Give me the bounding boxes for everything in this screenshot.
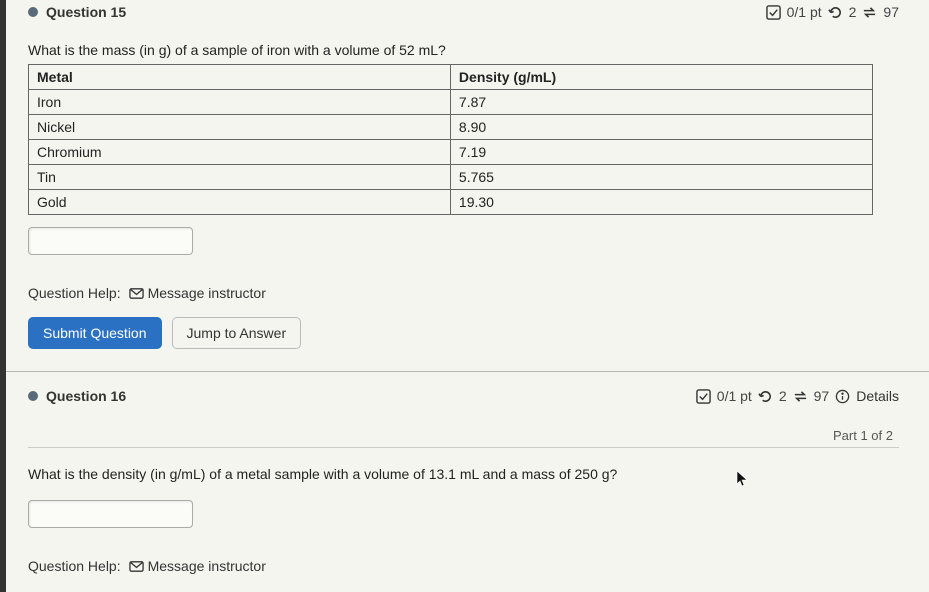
question-15-header: Question 15 0/1 pt 2 97 [28, 0, 899, 28]
table-header-metal: Metal [29, 65, 451, 90]
message-instructor-label: Message instructor [148, 558, 266, 574]
table-row: Chromium7.19 [29, 140, 873, 165]
redo-icon [793, 389, 808, 404]
points-text: 0/1 pt [787, 4, 822, 20]
check-icon [696, 389, 711, 404]
redo-icon [862, 5, 877, 20]
attempts-text: 2 [779, 388, 787, 404]
question-16-prompt: What is the density (in g/mL) of a metal… [28, 466, 899, 482]
table-row: Iron7.87 [29, 90, 873, 115]
table-row: Nickel8.90 [29, 115, 873, 140]
table-row: Gold19.30 [29, 190, 873, 215]
message-instructor-link[interactable]: Message instructor [129, 285, 266, 301]
density-table: Metal Density (g/mL) Iron7.87 Nickel8.90… [28, 64, 873, 215]
table-header-density: Density (g/mL) [450, 65, 872, 90]
message-instructor-label: Message instructor [148, 285, 266, 301]
details-link[interactable]: Details [856, 388, 899, 404]
answer-input-q16[interactable] [28, 500, 193, 528]
check-icon [766, 5, 781, 20]
bullet-icon [28, 391, 38, 401]
answer-input-q15[interactable] [28, 227, 193, 255]
help-label: Question Help: [28, 285, 121, 301]
part-label: Part 1 of 2 [28, 428, 893, 443]
bullet-icon [28, 7, 38, 17]
thin-divider [28, 447, 899, 448]
undo-icon [758, 389, 773, 404]
question-16-header: Question 16 0/1 pt 2 97 Details [28, 372, 899, 412]
window-edge [0, 0, 6, 592]
attempts-text: 2 [849, 4, 857, 20]
mail-icon [129, 559, 144, 574]
points-text: 0/1 pt [717, 388, 752, 404]
submit-question-button[interactable]: Submit Question [28, 317, 162, 349]
question-16-title: Question 16 [46, 388, 126, 404]
remaining-text: 97 [883, 4, 899, 20]
info-icon [835, 389, 850, 404]
help-label: Question Help: [28, 558, 121, 574]
question-15-meta: 0/1 pt 2 97 [766, 4, 899, 20]
table-row: Tin5.765 [29, 165, 873, 190]
undo-icon [828, 5, 843, 20]
question-15-prompt: What is the mass (in g) of a sample of i… [28, 42, 899, 58]
message-instructor-link[interactable]: Message instructor [129, 558, 266, 574]
remaining-text: 97 [814, 388, 830, 404]
question-16-meta: 0/1 pt 2 97 Details [696, 388, 899, 404]
mail-icon [129, 286, 144, 301]
question-15-title: Question 15 [46, 4, 126, 20]
cursor-icon [735, 470, 749, 488]
jump-to-answer-button[interactable]: Jump to Answer [172, 317, 302, 349]
